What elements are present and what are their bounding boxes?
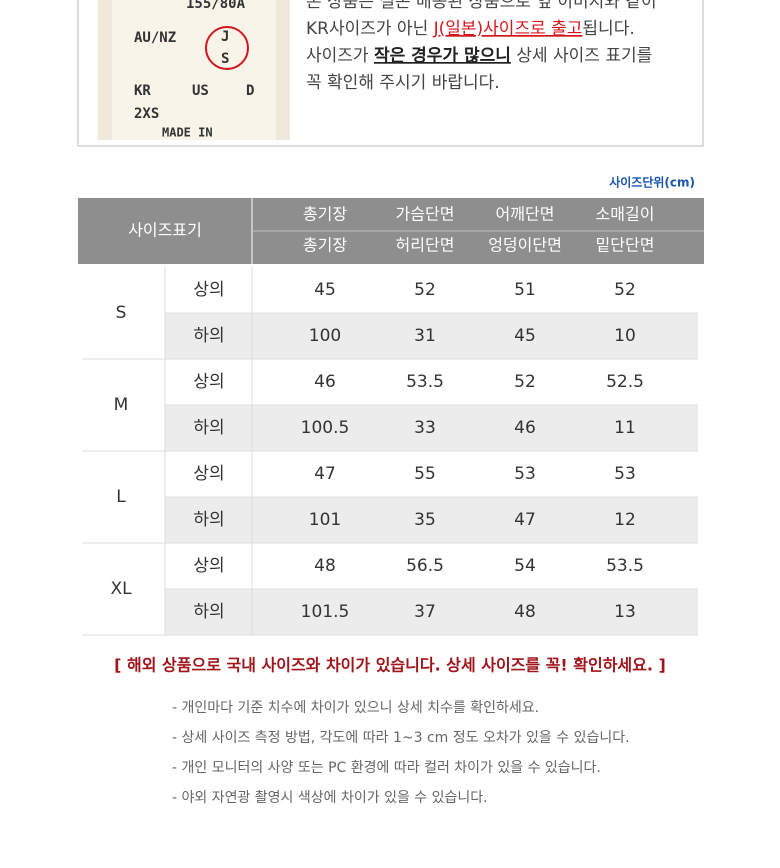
notice-line: 꼭 확인해 주시기 바랍니다. [306, 73, 500, 93]
tip: - 개인마다 기준 치수에 차이가 있으니 상세 치수를 확인하세요. [172, 700, 539, 716]
row-band [165, 405, 698, 451]
value-cell: 33 [414, 418, 436, 438]
header-cell: 총기장 [303, 205, 347, 224]
tag-text: J [221, 29, 229, 45]
notice-text: 사이즈가 [306, 46, 374, 66]
header-cell: 허리단면 [396, 236, 455, 255]
tag-text: AU/NZ [134, 30, 176, 46]
value-cell: 53.5 [606, 556, 644, 576]
header-cell: 소매길이 [596, 205, 655, 224]
value-cell: 48 [314, 556, 336, 576]
part-cell: 상의 [193, 464, 224, 484]
value-cell: 53.5 [406, 372, 444, 392]
tag-text: MADE IN [162, 126, 213, 140]
size-cell: M [114, 395, 129, 415]
notice-emphasis: 작은 경우가 많으니 [374, 46, 511, 66]
tip: - 상세 사이즈 측정 방법, 각도에 따라 1~3 cm 정도 오차가 있을 … [172, 730, 630, 746]
value-cell: 47 [514, 510, 536, 530]
tag-text: S [221, 51, 229, 67]
value-cell: 101 [309, 510, 341, 530]
part-cell: 하의 [193, 418, 224, 438]
part-cell: 하의 [193, 326, 224, 346]
tips: - 개인마다 기준 치수에 차이가 있으니 상세 치수를 확인하세요. - 상세 … [172, 700, 630, 806]
header-cell: 총기장 [303, 236, 347, 255]
value-cell: 46 [514, 418, 536, 438]
part-cell: 상의 [193, 280, 224, 300]
notice-text: 됩니다. [582, 19, 634, 39]
value-cell: 45 [314, 280, 336, 300]
tag-text: 2XS [134, 106, 159, 122]
value-cell: 12 [614, 510, 636, 530]
value-cell: 47 [314, 464, 336, 484]
row-band [165, 497, 698, 543]
header-cell: 어깨단면 [496, 205, 555, 224]
tip: - 개인 모니터의 사양 또는 PC 환경에 따라 컬러 차이가 있을 수 있습… [172, 760, 601, 776]
warning: [ 해외 상품으로 국내 사이즈와 차이가 있습니다. 상세 사이즈를 꼭! 확… [114, 656, 666, 675]
tag-text: 155/80A [186, 0, 246, 12]
value-cell: 51 [514, 280, 536, 300]
notice-line: KR사이즈가 아닌 J(일본)사이즈로 출고됩니다. [306, 19, 635, 39]
value-cell: 56.5 [406, 556, 444, 576]
tag-text: US [192, 83, 209, 99]
value-cell: 101.5 [301, 602, 350, 622]
unit-label: 사이즈단위(cm) [609, 175, 695, 190]
value-cell: 100.5 [301, 418, 350, 438]
tag-text: KR [134, 83, 151, 99]
value-cell: 10 [614, 326, 636, 346]
notice-text: 상세 사이즈 표기를 [511, 46, 652, 66]
value-cell: 45 [514, 326, 536, 346]
tag-text: D [246, 83, 254, 99]
value-cell: 54 [514, 556, 536, 576]
value-cell: 37 [414, 602, 436, 622]
value-cell: 48 [514, 602, 536, 622]
part-cell: 하의 [193, 602, 224, 622]
part-cell: 상의 [193, 556, 224, 576]
value-cell: 52.5 [606, 372, 644, 392]
row-band [165, 589, 698, 635]
value-cell: 55 [414, 464, 436, 484]
header-cell: 가슴단면 [396, 205, 455, 224]
size-cell: XL [110, 579, 132, 599]
notice-text: KR사이즈가 아닌 [306, 19, 434, 39]
value-cell: 52 [614, 280, 636, 300]
notice-line: 본 상품은 실온 배송된 상품으로 옆 이미지와 같이 [306, 0, 657, 12]
value-cell: 46 [314, 372, 336, 392]
row-band [165, 313, 698, 359]
value-cell: 31 [414, 326, 436, 346]
value-cell: 13 [614, 602, 636, 622]
value-cell: 52 [414, 280, 436, 300]
part-cell: 상의 [193, 372, 224, 392]
value-cell: 53 [514, 464, 536, 484]
tag-label [112, 0, 276, 140]
value-cell: 100 [309, 326, 341, 346]
size-cell: S [116, 303, 127, 323]
value-cell: 52 [514, 372, 536, 392]
notice-line: 사이즈가 작은 경우가 많으니 상세 사이즈 표기를 [306, 46, 652, 66]
notice-highlight: J(일본)사이즈로 출고 [433, 19, 583, 39]
header-cell: 밑단단면 [596, 236, 655, 255]
header-cell: 엉덩이단면 [488, 236, 562, 255]
value-cell: 53 [614, 464, 636, 484]
tag-circle [205, 26, 249, 70]
header-label: 사이즈표기 [128, 221, 202, 240]
value-cell: 11 [614, 418, 636, 438]
tip: - 야외 자연광 촬영시 색상에 차이가 있을 수 있습니다. [172, 790, 488, 806]
value-cell: 35 [414, 510, 436, 530]
part-cell: 하의 [193, 510, 224, 530]
table-body: 상의 45 52 51 52 하의 100 31 45 10 S 상의 46 53.5 52 52.5 하의 10… [82, 267, 698, 636]
size-cell: L [116, 487, 126, 507]
